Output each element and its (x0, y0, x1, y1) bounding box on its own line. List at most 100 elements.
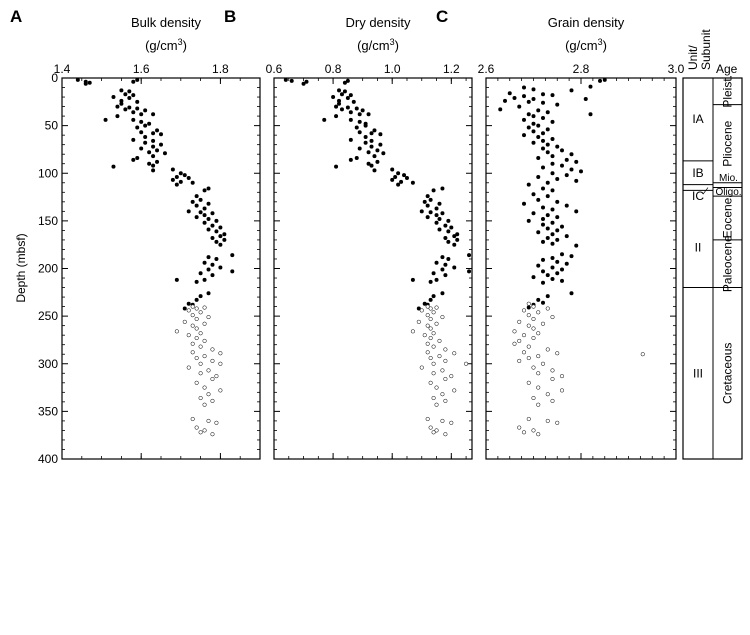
data-point (139, 119, 144, 124)
data-point-open (526, 380, 531, 385)
data-point (452, 242, 457, 247)
data-point (545, 142, 550, 147)
data-point (147, 150, 152, 155)
data-point (550, 171, 555, 176)
data-point (143, 123, 148, 128)
data-point (446, 218, 451, 223)
data-point (555, 176, 560, 181)
data-point (541, 146, 545, 151)
data-point (434, 260, 439, 265)
data-point (206, 255, 211, 260)
data-point (443, 236, 448, 241)
data-point (155, 128, 160, 133)
data-point (151, 112, 156, 117)
data-point (541, 239, 545, 244)
data-point (522, 85, 526, 90)
data-point (545, 150, 550, 155)
data-point (218, 225, 223, 230)
data-point (151, 163, 156, 168)
data-point (531, 121, 536, 126)
data-point-open (531, 304, 536, 309)
age-label: Mio. (719, 173, 738, 184)
data-point-open (526, 323, 531, 328)
data-point (574, 209, 579, 214)
data-point (375, 159, 380, 164)
data-point (507, 91, 512, 96)
unit-superscript: 3 (598, 37, 603, 47)
data-point (550, 136, 555, 141)
data-point-open (531, 335, 536, 341)
data-point (174, 175, 179, 180)
data-point (151, 144, 156, 149)
panel-title: Bulk density (131, 15, 202, 30)
data-point (545, 273, 550, 278)
data-point-open (550, 315, 555, 320)
y-tick-label: 50 (45, 119, 59, 133)
data-point (428, 279, 433, 284)
data-point (357, 112, 362, 117)
panel-title: Grain density (548, 15, 625, 30)
data-point (396, 171, 401, 176)
data-point (522, 133, 526, 138)
data-point (531, 275, 536, 280)
data-point (119, 88, 124, 93)
data-point (135, 77, 140, 82)
data-point (541, 280, 545, 285)
data-point (322, 117, 327, 122)
data-point (588, 112, 593, 117)
data-point-open (521, 350, 527, 355)
data-point (545, 180, 550, 185)
data-point (531, 211, 536, 216)
data-point (369, 163, 374, 168)
data-point-open (202, 321, 207, 326)
data-point-open (428, 355, 433, 361)
data-point (206, 291, 211, 296)
data-point (194, 279, 199, 284)
data-point (541, 165, 545, 170)
data-point (550, 161, 555, 166)
data-point-open (428, 326, 433, 331)
data-point (443, 262, 448, 267)
data-point (541, 269, 545, 274)
data-point (369, 138, 374, 143)
x-tick-label: 0.6 (266, 62, 283, 76)
data-point (372, 128, 377, 133)
data-point (550, 207, 555, 212)
data-point (366, 112, 371, 117)
data-point (87, 80, 92, 85)
data-point (202, 188, 207, 193)
data-point (564, 203, 569, 208)
data-point (206, 227, 211, 232)
data-point (574, 178, 579, 183)
data-point-open (443, 358, 448, 363)
data-point-open (425, 313, 430, 318)
data-point-open (431, 310, 436, 315)
data-point (345, 96, 350, 101)
data-point-open (190, 416, 195, 422)
data-point (378, 142, 383, 147)
data-point (202, 220, 207, 225)
data-point (348, 93, 353, 98)
data-point (428, 297, 433, 302)
data-point (345, 105, 350, 110)
data-point (218, 234, 223, 239)
data-point (555, 215, 560, 220)
data-point (206, 267, 211, 272)
data-point-open (198, 310, 203, 315)
data-point (443, 273, 448, 278)
data-point (431, 188, 436, 193)
data-point-open (194, 316, 199, 322)
data-point (342, 80, 347, 85)
data-point (206, 216, 211, 221)
data-point-open (434, 428, 439, 433)
x-tick-label: 1.2 (443, 62, 460, 76)
data-point (598, 78, 602, 83)
data-point-open (218, 351, 223, 356)
data-point (550, 188, 555, 193)
data-point (555, 102, 560, 107)
data-point-open (440, 418, 445, 423)
data-point-open (536, 432, 541, 437)
data-point (422, 199, 427, 204)
data-point (431, 271, 436, 276)
data-point (337, 101, 342, 106)
